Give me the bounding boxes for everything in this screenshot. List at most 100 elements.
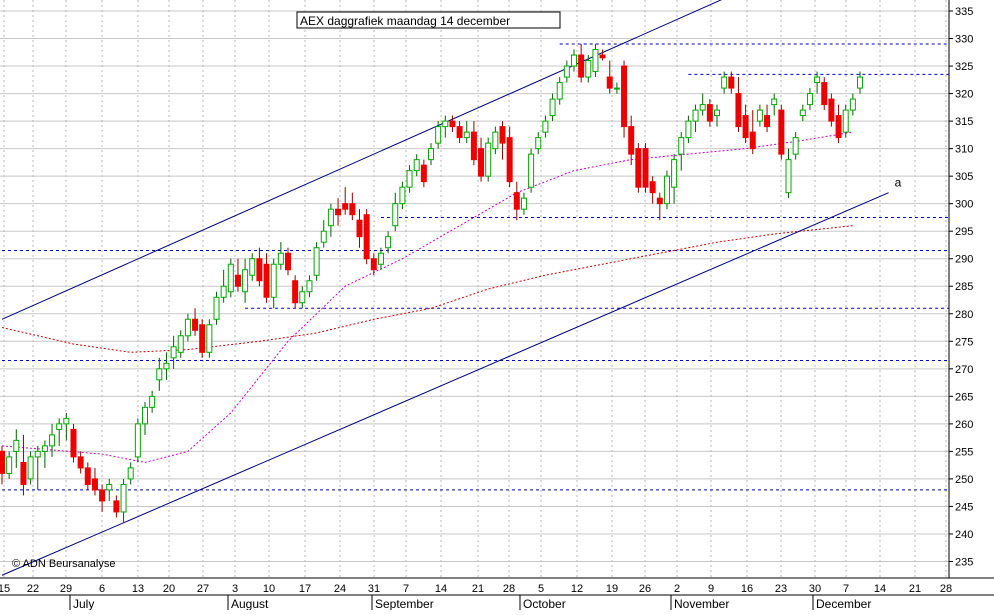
candle-body xyxy=(127,467,134,480)
candle-body xyxy=(528,153,535,188)
candle-body xyxy=(742,115,749,139)
candle-body xyxy=(606,76,613,89)
candle-body xyxy=(649,181,656,194)
y-tick-label: 265 xyxy=(955,391,973,403)
x-tick-label: 28 xyxy=(503,583,515,595)
candle-body xyxy=(735,93,742,128)
moving-average-line xyxy=(1,131,853,463)
candle-body xyxy=(513,192,520,210)
candle-body xyxy=(249,258,256,276)
y-tick-label: 305 xyxy=(955,171,973,183)
x-tick-label: 7 xyxy=(403,583,409,595)
candle-body xyxy=(828,98,835,122)
y-tick-label: 310 xyxy=(955,144,973,156)
candle-body xyxy=(399,186,406,205)
x-tick-label: 27 xyxy=(197,583,209,595)
candle-body xyxy=(370,258,377,271)
candle-body xyxy=(849,98,856,111)
candle-body xyxy=(628,126,635,155)
candle-body xyxy=(220,285,227,298)
candle-body xyxy=(356,219,363,238)
candle-body xyxy=(206,324,213,353)
x-tick-label: 5 xyxy=(538,583,544,595)
candle-body xyxy=(728,76,735,89)
candle-body xyxy=(506,137,513,183)
candle-body xyxy=(327,208,334,227)
candle-body xyxy=(478,148,485,177)
x-tick-label: 15 xyxy=(0,583,10,595)
y-tick-label: 280 xyxy=(955,309,973,321)
candle-body xyxy=(542,120,549,133)
candle-body xyxy=(563,65,570,78)
y-tick-label: 285 xyxy=(955,281,973,293)
x-tick-label: 31 xyxy=(368,583,380,595)
y-tick-label: 235 xyxy=(955,556,973,568)
candle-body xyxy=(184,318,191,337)
y-tick-label: 320 xyxy=(955,89,973,101)
y-tick-label: 295 xyxy=(955,226,973,238)
candle-body xyxy=(413,159,420,172)
x-tick-label: 24 xyxy=(334,583,346,595)
candle-body xyxy=(571,54,577,67)
candle-body xyxy=(663,175,670,205)
candle-body xyxy=(470,131,477,161)
candle-body xyxy=(492,131,499,150)
y-tick-label: 245 xyxy=(955,501,973,513)
x-tick-label: 2 xyxy=(674,583,680,595)
candle-body xyxy=(714,109,720,117)
candle-body xyxy=(149,395,156,408)
y-tick-label: 250 xyxy=(955,474,973,486)
candle-body xyxy=(313,247,320,276)
x-tick-label: 28 xyxy=(940,583,952,595)
candles xyxy=(0,44,863,523)
candle-body xyxy=(678,137,685,155)
candle-body xyxy=(377,252,384,265)
candle-body xyxy=(635,148,642,188)
candle-body xyxy=(6,456,13,474)
candle-body xyxy=(785,159,792,194)
candle-body xyxy=(685,120,692,139)
candle-body xyxy=(821,82,828,106)
y-tick-label: 270 xyxy=(955,364,973,376)
candle-body xyxy=(134,423,141,458)
candle-body xyxy=(192,318,199,331)
candle-body xyxy=(764,115,771,128)
candle-body xyxy=(227,263,234,293)
candle-body xyxy=(406,170,413,188)
moving-average-line xyxy=(1,225,853,353)
x-tick-label: 14 xyxy=(435,583,447,595)
y-tick-label: 260 xyxy=(955,419,973,431)
moving-averages xyxy=(1,131,853,463)
candle-body xyxy=(771,98,778,106)
candle-body xyxy=(599,54,606,59)
candle-body xyxy=(857,76,863,89)
candle-body xyxy=(520,197,527,210)
trendline xyxy=(1,192,889,576)
x-tick-label: 13 xyxy=(132,583,144,595)
x-tick-label: 12 xyxy=(571,583,583,595)
candle-body xyxy=(456,126,463,139)
y-tick-label: 335 xyxy=(955,6,973,18)
candle-body xyxy=(806,93,813,106)
x-tick-label: 7 xyxy=(843,583,849,595)
y-tick-label: 290 xyxy=(955,254,973,266)
candle-body xyxy=(41,445,48,452)
candle-body xyxy=(349,203,356,216)
x-tick-label: 19 xyxy=(606,583,618,595)
candle-body xyxy=(578,54,585,78)
month-label: October xyxy=(523,597,566,610)
candle-body xyxy=(428,148,434,161)
candle-body xyxy=(642,148,649,188)
candle-body xyxy=(592,49,599,73)
candle-body xyxy=(177,335,184,353)
candle-body xyxy=(585,60,592,78)
candle-body xyxy=(156,368,163,381)
candle-body xyxy=(63,417,70,425)
candle-body xyxy=(113,500,120,513)
candle-body xyxy=(277,252,284,265)
candle-body xyxy=(556,82,563,100)
candle-body xyxy=(792,137,799,155)
y-tick-label: 325 xyxy=(955,61,973,73)
